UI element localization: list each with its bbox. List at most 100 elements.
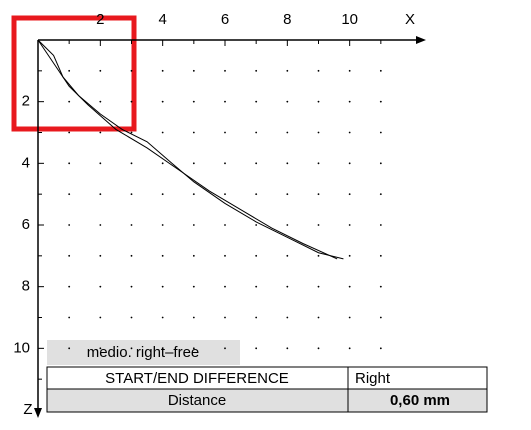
- grid-dot: [130, 193, 133, 196]
- note: medio. right–free: [87, 344, 200, 361]
- x-tick-label: 2: [96, 11, 104, 28]
- grid-dot: [99, 316, 102, 319]
- x-tick-label: 4: [158, 11, 166, 28]
- grid-dot: [130, 347, 133, 350]
- grid-dot: [68, 285, 71, 288]
- table-cell: START/END DIFFERENCE: [105, 370, 289, 387]
- grid-dot: [348, 316, 351, 319]
- table-cell: Right: [355, 370, 391, 387]
- grid-dot: [317, 254, 320, 257]
- grid-dot: [68, 131, 71, 134]
- grid-dot: [68, 193, 71, 196]
- grid-dot: [192, 254, 195, 257]
- grid-dot: [224, 285, 226, 288]
- table-row: [46, 388, 488, 413]
- grid-dot: [379, 347, 382, 350]
- grid-dot: [379, 69, 382, 72]
- grid-dot: [348, 69, 351, 72]
- grid-dot: [286, 100, 289, 103]
- table-cell: Distance: [168, 392, 226, 409]
- grid-dot: [68, 69, 71, 72]
- grid-dot: [255, 162, 258, 165]
- z-tick-label: 2: [22, 93, 30, 110]
- grid-dot: [130, 254, 133, 257]
- grid-dot: [192, 285, 195, 288]
- z-tick-label: 4: [22, 154, 30, 171]
- grid-dot: [379, 254, 382, 257]
- note-box: [47, 340, 240, 365]
- grid-dot: [379, 316, 382, 319]
- grid-dot: [130, 285, 133, 288]
- grid-dot: [99, 285, 102, 288]
- grid-dot: [255, 285, 258, 288]
- grid-dot: [161, 131, 164, 134]
- grid-dot: [130, 100, 133, 103]
- grid-dot: [130, 224, 133, 226]
- grid-dot: [99, 193, 102, 196]
- grid-dot: [317, 224, 320, 226]
- z-tick-label: 10: [13, 339, 30, 356]
- grid-dot: [161, 193, 164, 196]
- grid-dot: [379, 224, 382, 226]
- grid-dot: [99, 224, 102, 226]
- grid-dot: [317, 162, 320, 165]
- grid-dot: [286, 224, 289, 226]
- grid-dot: [161, 224, 164, 226]
- grid-dot: [286, 131, 289, 134]
- grid-dot: [255, 224, 258, 226]
- grid-dot: [99, 69, 102, 72]
- grid-dot: [224, 224, 226, 226]
- grid-dot: [99, 254, 102, 257]
- grid-dot: [68, 100, 71, 103]
- grid-dot: [161, 285, 164, 288]
- grid-dot: [192, 347, 195, 350]
- grid-dot: [317, 285, 320, 288]
- grid-dot: [130, 316, 133, 319]
- grid-dot: [255, 347, 258, 350]
- x-axis-label: X: [405, 11, 415, 28]
- grid-dot: [317, 100, 320, 103]
- grid-dot: [255, 316, 258, 319]
- grid-dot: [161, 254, 164, 257]
- grid-dot: [379, 100, 382, 103]
- grid-dot: [130, 131, 133, 134]
- grid-dot: [192, 224, 195, 226]
- grid-dot: [317, 347, 320, 350]
- grid-dot: [192, 162, 195, 165]
- grid-dot: [192, 193, 195, 196]
- highlight-box: [11, 15, 137, 132]
- grid-dot: [348, 347, 351, 350]
- grid-dot: [348, 193, 351, 196]
- grid-dot: [255, 131, 258, 134]
- grid-dot: [379, 193, 382, 196]
- grid-dot: [68, 347, 71, 350]
- grid-dot: [68, 254, 71, 257]
- grid-dot: [348, 131, 351, 134]
- grid-dot: [348, 162, 351, 165]
- grid-dot: [130, 69, 133, 72]
- grid-dot: [255, 193, 258, 196]
- grid-dot: [317, 316, 320, 319]
- grid-dot: [161, 100, 164, 103]
- grid-dot: [68, 316, 71, 319]
- x-tick-label: 8: [283, 11, 291, 28]
- grid-dot: [224, 131, 226, 134]
- grid-dot: [192, 100, 195, 103]
- z-axis-label: Z: [23, 401, 32, 418]
- grid-dot: [68, 162, 71, 165]
- curve: [37, 39, 344, 260]
- grid-dot: [224, 69, 226, 72]
- grid-dot: [317, 69, 320, 72]
- grid-dot: [379, 131, 382, 134]
- grid-dot: [317, 193, 320, 196]
- grid-dot: [348, 254, 351, 257]
- grid-dot: [130, 162, 133, 165]
- grid-dot: [224, 316, 226, 319]
- grid-dot: [99, 162, 102, 165]
- grid-dot: [286, 162, 289, 165]
- grid-dot: [348, 224, 351, 226]
- curve: [37, 39, 338, 260]
- grid-dot: [286, 254, 289, 257]
- grid-dot: [286, 69, 289, 72]
